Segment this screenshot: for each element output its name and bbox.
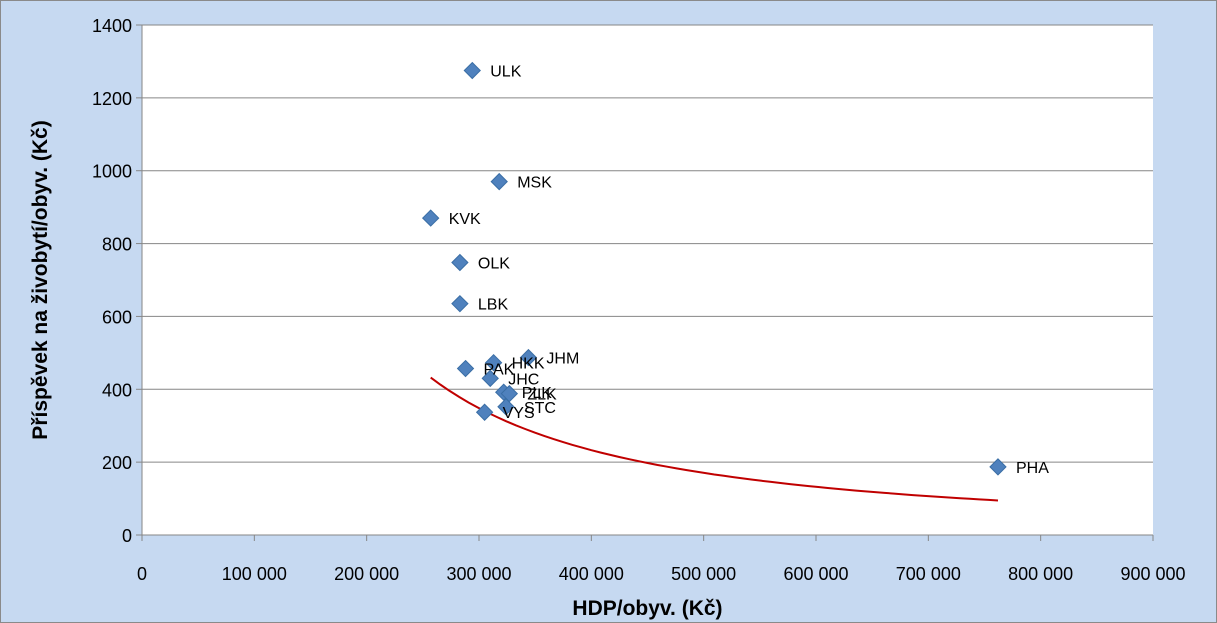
data-point [490,172,508,191]
y-tick-label: 600 [102,307,132,327]
data-point [484,353,503,372]
y-tick-label: 1000 [92,162,132,182]
data-label: JHC [508,371,539,388]
data-point [463,61,481,80]
x-tick-label: 900 000 [1120,564,1185,584]
x-tick-label: 500 000 [671,564,736,584]
data-point [421,209,440,227]
y-tick-label: 0 [122,526,132,546]
x-axis-title: HDP/obyv. (Kč) [572,597,722,620]
plot-area [142,25,1153,535]
y-tick-label: 1400 [92,16,132,36]
data-point [519,348,538,367]
x-tick-label: 800 000 [1008,564,1073,584]
trendline [430,376,999,502]
data-point [451,294,469,313]
data-label: STC [524,400,556,417]
x-tick-label: 100 000 [222,564,287,584]
x-tick-label: 0 [137,564,147,584]
y-axis-title: Příspěvek na živobytí/obyv. (Kč) [29,120,52,439]
data-point [497,398,515,416]
x-axis-ticks: 0 100 000 200 000 300 000 400 000 500 000 600 … [137,535,1186,584]
data-label: JHM [546,351,579,368]
data-label: VYS [503,405,535,422]
x-tick-label: 700 000 [896,564,961,584]
y-tick-label: 400 [102,380,132,400]
data-points [421,61,1007,476]
data-label: OLK [478,256,510,273]
x-tick-label: 300 000 [446,564,511,584]
x-tick-label: 400 000 [559,564,624,584]
y-tick-label: 800 [102,235,132,255]
data-label: KVK [449,211,481,228]
data-point [451,253,469,272]
data-point [989,458,1007,476]
y-axis-ticks: 0 200 400 600 800 1000 1200 1400 [92,16,142,546]
data-label: MSK [517,175,552,192]
data-label: ZLK [527,387,557,404]
data-point [456,359,475,378]
data-label: HKK [512,356,545,373]
axes [141,25,1153,536]
y-tick-label: 200 [102,453,132,473]
x-tick-label: 600 000 [783,564,848,584]
data-label: PHA [1016,460,1049,477]
data-label: ULK [490,64,521,81]
data-point [481,369,499,388]
trendline-group [430,376,999,502]
data-point [475,403,494,421]
x-tick-label: 200 000 [334,564,399,584]
data-label: PAK [484,362,515,379]
y-tick-label: 1200 [92,89,132,109]
data-label: PLK [522,385,553,402]
gridlines [142,24,1153,463]
data-label: LBK [478,297,509,314]
